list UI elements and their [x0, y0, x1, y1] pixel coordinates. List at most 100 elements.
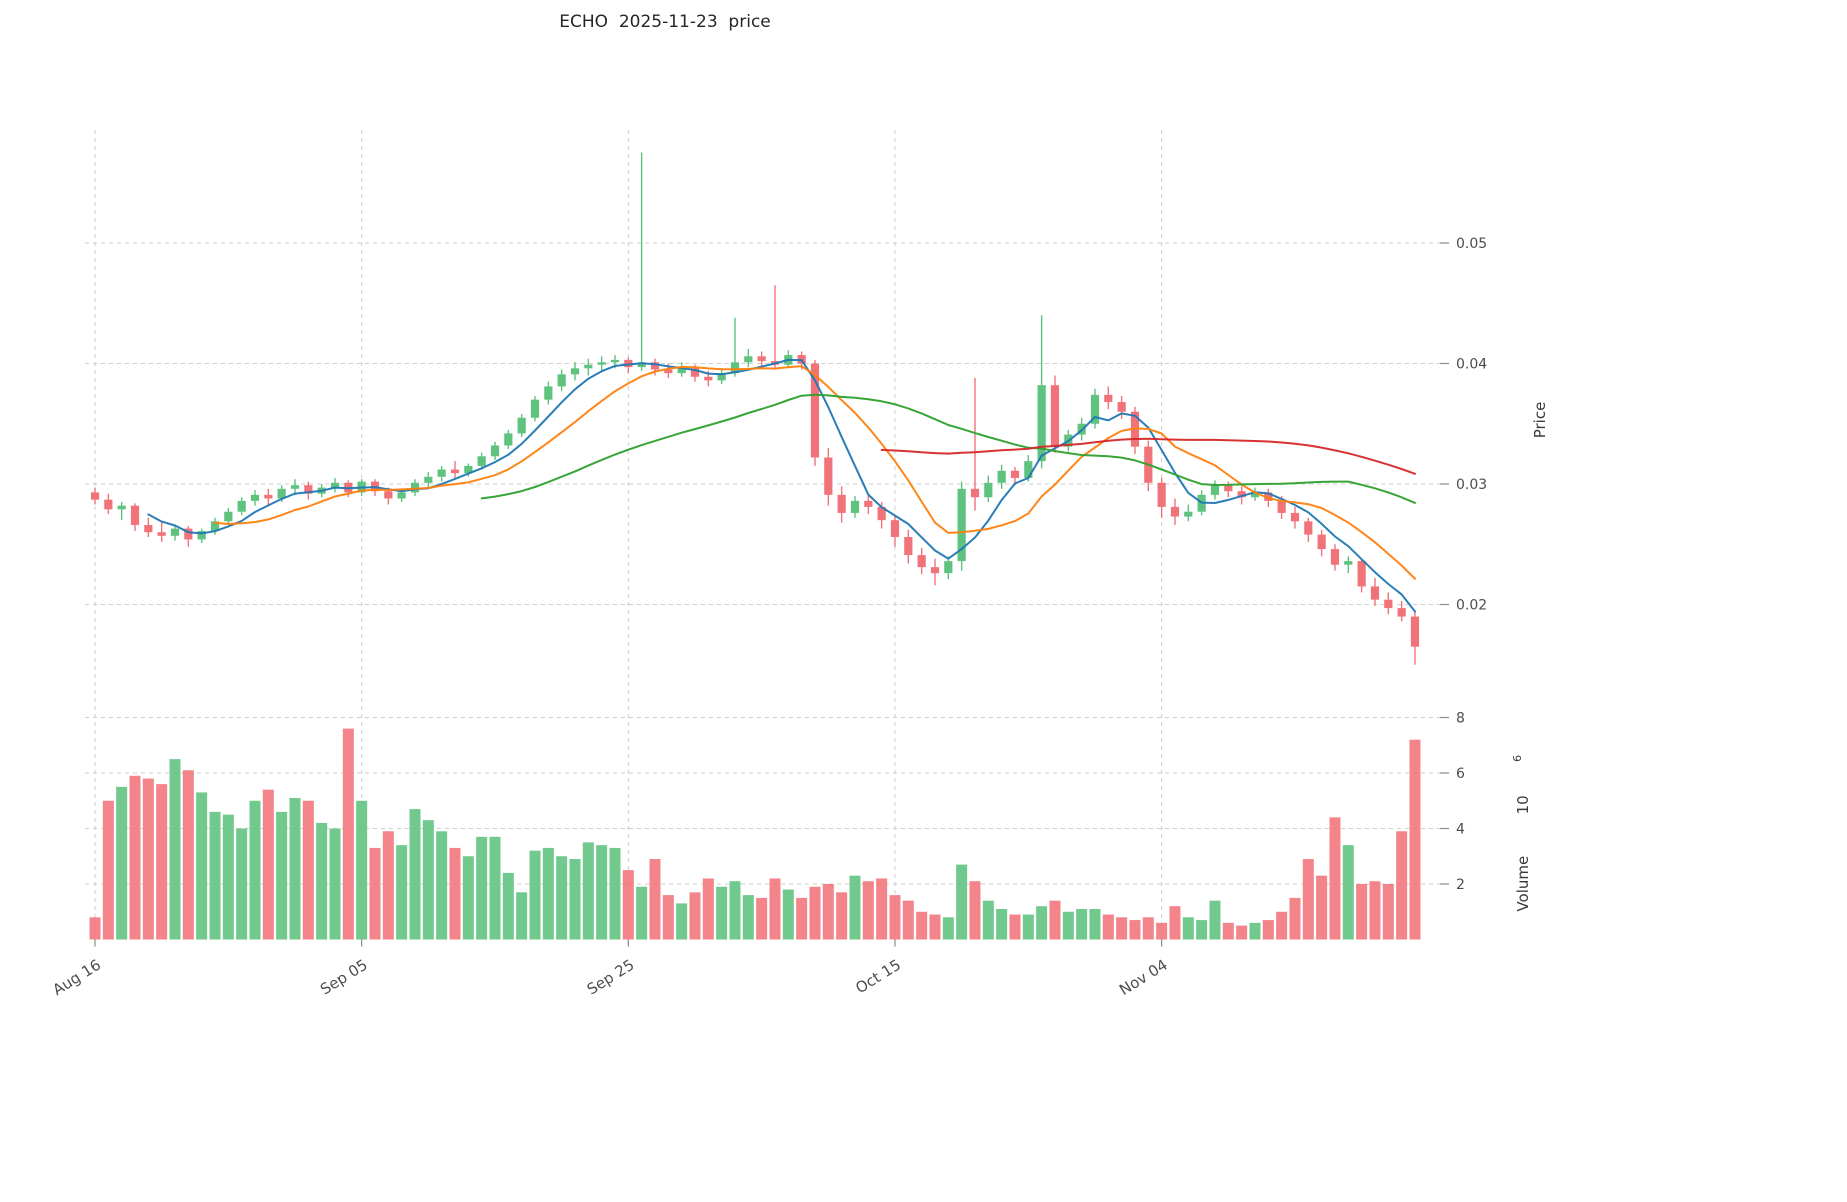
volume-bar [302, 800, 314, 940]
candle-body [250, 494, 260, 501]
volume-bar [662, 895, 674, 940]
volume-bar [929, 914, 941, 940]
candle-body [970, 488, 980, 498]
volume-bar [1276, 911, 1288, 940]
volume-bar [596, 845, 608, 940]
volume-bar [1329, 817, 1341, 940]
candle-body [1237, 491, 1246, 498]
volume-bar [1049, 900, 1061, 940]
volume-bar [1222, 922, 1234, 940]
price-tick-label: 0.04 [1456, 357, 1487, 373]
volume-axis-label-word: Volume [1514, 856, 1532, 912]
volume-bar [1249, 922, 1261, 940]
volume-bar [316, 822, 328, 940]
volume-bar [729, 881, 741, 940]
candle-body [1090, 394, 1100, 424]
candle-body [957, 488, 966, 562]
volume-bar [956, 864, 968, 940]
volume-bar [609, 847, 621, 940]
candle-body [1397, 608, 1406, 617]
candle-body [1290, 512, 1300, 522]
volume-bar [462, 856, 474, 940]
candle-body [997, 470, 1006, 483]
volume-bar [222, 814, 234, 940]
candle-body [650, 362, 660, 370]
volume-bar [836, 892, 848, 940]
candle-body [637, 362, 646, 368]
candle-body [490, 445, 500, 457]
candle-body [184, 528, 193, 540]
x-tick-label: Oct 15 [852, 956, 904, 998]
volume-bar [1142, 917, 1154, 940]
chart-layers: 0.02 0.03 0.04 0.05 2 4 6 8 Aug 16 Sep 05 Sep 25 Oc… [50, 130, 1487, 999]
volume-bar [1062, 911, 1074, 940]
candle-body [597, 362, 606, 365]
ma-5-line [147, 358, 1416, 613]
volume-bar [1129, 920, 1141, 940]
volume-bar [422, 820, 434, 940]
candle-body [450, 469, 460, 474]
volume-bar [436, 831, 448, 940]
volume-bar [342, 728, 354, 940]
volume-bar [249, 800, 261, 940]
candle-body [570, 368, 580, 375]
volume-bar [289, 797, 301, 940]
candle-body [517, 417, 526, 434]
volume-bar [542, 847, 554, 940]
candle-body [104, 499, 113, 510]
x-tick-label: Nov 04 [1116, 956, 1171, 999]
volume-bar [1302, 859, 1314, 940]
volume-bar [1076, 908, 1088, 940]
candle-body [677, 368, 686, 374]
candle-body [864, 500, 873, 507]
volume-bar [329, 828, 341, 940]
candle-body [1210, 485, 1220, 495]
candle-body [90, 492, 100, 500]
volume-bar [516, 892, 528, 940]
volume-bar [102, 800, 114, 940]
volume-tick-label: 6 [1456, 766, 1465, 782]
volume-bar [1089, 908, 1101, 940]
volume-bar [1382, 884, 1394, 940]
candle-body [744, 356, 753, 363]
candle-body [1410, 616, 1420, 647]
price-tick-label: 0.02 [1456, 598, 1487, 614]
volume-bar [1022, 914, 1034, 940]
candle-body [1104, 394, 1113, 403]
volume-bar [1356, 884, 1368, 940]
volume-bar [1116, 917, 1128, 940]
candle-body [1344, 561, 1353, 565]
volume-bar [889, 895, 901, 940]
candle-body [850, 500, 860, 513]
candle-body [237, 500, 246, 512]
volume-axis-label-exponent: 6 [1511, 755, 1524, 762]
candle-body [837, 494, 846, 513]
candle-body [410, 482, 420, 493]
volume-tick-label: 2 [1456, 877, 1465, 893]
candle-body [1050, 385, 1060, 447]
volume-bar [782, 889, 794, 940]
volume-bar [1396, 831, 1408, 940]
candle-body [330, 482, 340, 488]
volume-bar [449, 847, 461, 940]
volume-bar [756, 897, 768, 940]
volume-bar [209, 811, 221, 940]
candle-body [1264, 492, 1273, 501]
candle-body [904, 537, 913, 556]
candle-body [810, 363, 820, 458]
volume-bar [862, 881, 874, 940]
volume-bar [849, 875, 861, 940]
price-axis-label: Price [1531, 402, 1549, 439]
ma-10-line [214, 365, 1416, 580]
candle-body [717, 373, 726, 381]
volume-bar [1009, 914, 1021, 940]
x-tick-label: Sep 05 [317, 956, 371, 999]
volume-bar [262, 789, 274, 940]
candle-body [1010, 470, 1020, 478]
candle-body [170, 528, 180, 536]
candle-body [1037, 385, 1046, 462]
candle-body [917, 555, 926, 568]
volume-bar [1369, 881, 1381, 940]
moving-average-lines [147, 358, 1416, 613]
